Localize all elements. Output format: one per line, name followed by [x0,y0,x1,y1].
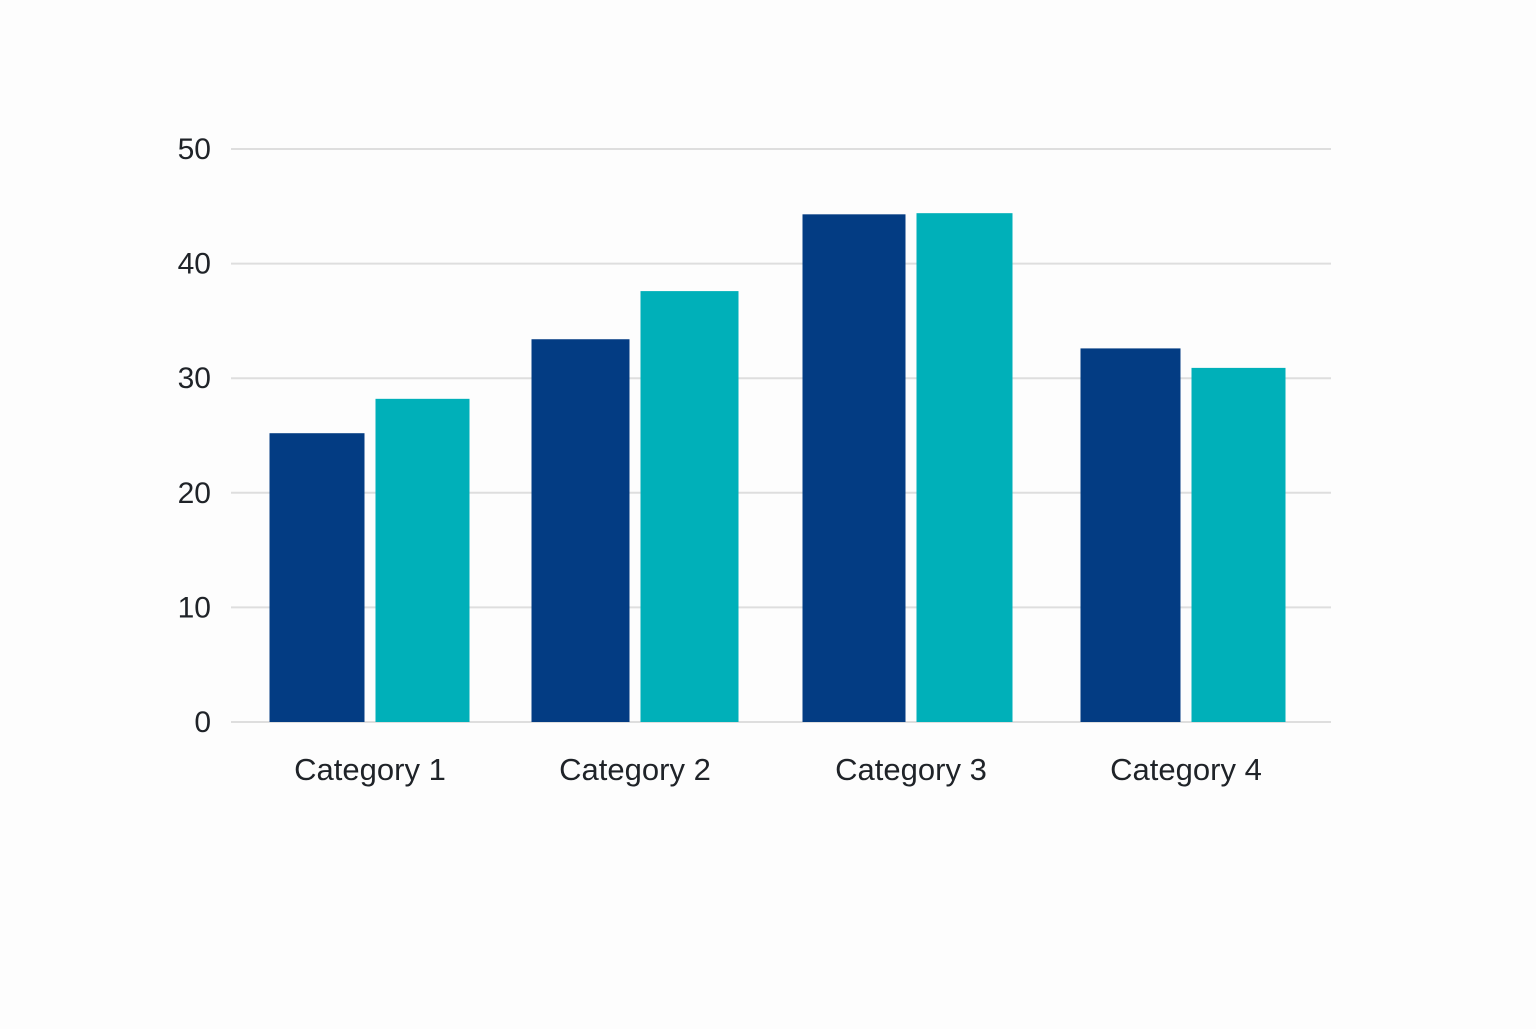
x-tick-label: Category 3 [835,752,987,787]
bar-series-2-category-2 [640,291,739,722]
bar-series-1-category-2 [531,339,630,722]
x-tick-label: Category 1 [294,752,446,787]
y-tick-label: 40 [178,248,211,281]
x-tick-label: Category 4 [1110,752,1262,787]
y-tick-label: 20 [178,477,211,510]
x-tick-label: Category 2 [559,752,711,787]
x-axis-ticks: Category 1 Category 2 Category 3 Category 4 [294,752,1262,787]
y-axis-ticks: 0 10 20 30 40 50 [178,133,211,739]
bar-series-1-category-1 [269,433,365,722]
y-tick-label: 0 [194,706,211,739]
bar-series-1-category-4 [1080,348,1181,722]
y-tick-label: 30 [178,362,211,395]
bar-series-2-category-1 [375,398,470,722]
bar-series-2-category-3 [916,213,1013,722]
bar-series-2-category-4 [1191,367,1286,722]
y-tick-label: 10 [178,591,211,624]
bars [269,213,1286,722]
y-tick-label: 50 [178,133,211,166]
bar-series-1-category-3 [802,214,906,722]
